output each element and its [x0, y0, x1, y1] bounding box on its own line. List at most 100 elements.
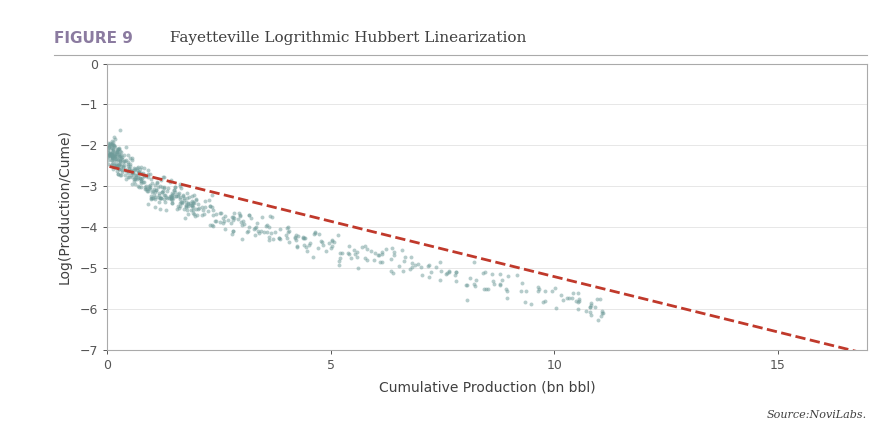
Point — [154, 194, 168, 201]
Point — [197, 211, 211, 218]
Point — [306, 254, 320, 261]
Point — [107, 162, 122, 170]
Point — [105, 153, 119, 160]
Point — [110, 148, 124, 155]
Point — [144, 195, 158, 202]
Point — [373, 258, 387, 265]
Point — [290, 243, 304, 250]
Point — [387, 252, 401, 259]
Point — [113, 157, 127, 164]
Point — [387, 249, 401, 256]
Point — [119, 156, 133, 163]
Point — [103, 139, 117, 146]
Point — [266, 236, 281, 243]
Point — [519, 288, 534, 295]
Point — [112, 165, 126, 172]
Point — [137, 165, 151, 172]
Point — [299, 235, 313, 242]
Point — [213, 210, 227, 217]
Point — [259, 223, 274, 230]
Point — [151, 184, 165, 191]
Point — [180, 190, 194, 197]
Point — [396, 268, 410, 275]
Point — [216, 220, 231, 227]
Point — [136, 179, 150, 186]
Point — [216, 218, 231, 225]
Point — [102, 142, 116, 149]
Point — [105, 141, 119, 148]
Point — [315, 239, 329, 246]
Point — [415, 272, 429, 279]
Point — [123, 162, 138, 170]
Point — [144, 176, 158, 183]
Point — [105, 151, 119, 158]
Point — [116, 163, 131, 170]
Point — [591, 316, 605, 323]
Point — [242, 211, 257, 218]
Point — [128, 175, 142, 182]
Point — [259, 229, 274, 236]
Point — [129, 166, 143, 173]
Text: Source:NoviLabs.: Source:NoviLabs. — [767, 410, 867, 420]
Point — [137, 171, 151, 178]
Point — [379, 245, 393, 252]
Point — [524, 300, 538, 307]
Point — [141, 166, 156, 173]
Point — [268, 228, 283, 235]
Point — [302, 241, 316, 248]
Point — [112, 161, 126, 168]
Point — [101, 140, 115, 147]
Point — [133, 165, 148, 172]
Point — [104, 145, 118, 152]
Point — [237, 220, 251, 227]
Point — [153, 195, 167, 202]
Point — [101, 157, 115, 164]
Point — [443, 267, 457, 274]
Point — [549, 304, 563, 311]
Point — [112, 152, 126, 159]
Point — [157, 184, 172, 191]
Point — [217, 212, 232, 219]
Point — [107, 153, 122, 160]
Point — [468, 280, 482, 287]
Point — [156, 184, 171, 191]
Point — [325, 237, 339, 244]
Point — [125, 169, 139, 176]
Point — [130, 164, 144, 171]
Point — [105, 162, 119, 169]
Point — [487, 281, 502, 288]
Point — [105, 141, 119, 148]
Point — [173, 194, 187, 201]
Point — [215, 214, 230, 221]
Point — [279, 231, 293, 238]
Point — [243, 214, 257, 221]
Point — [185, 198, 199, 205]
Point — [157, 191, 172, 198]
Point — [308, 228, 323, 235]
Point — [109, 152, 123, 159]
Point — [207, 217, 222, 224]
Point — [145, 195, 159, 202]
Point — [226, 227, 240, 234]
Point — [105, 155, 120, 162]
Point — [130, 175, 144, 182]
Point — [358, 242, 373, 249]
Point — [262, 233, 276, 240]
Point — [149, 187, 164, 194]
Point — [408, 261, 422, 268]
Point — [105, 151, 119, 158]
Point — [140, 188, 155, 195]
Point — [202, 196, 216, 203]
Point — [385, 269, 400, 276]
Point — [155, 188, 169, 195]
Point — [429, 263, 443, 270]
Point — [127, 178, 141, 185]
Point — [375, 259, 389, 266]
Point — [253, 228, 267, 235]
Point — [462, 274, 477, 281]
Point — [175, 193, 190, 200]
Point — [126, 170, 140, 177]
Point — [111, 170, 125, 177]
Point — [433, 277, 447, 284]
Point — [422, 274, 436, 281]
